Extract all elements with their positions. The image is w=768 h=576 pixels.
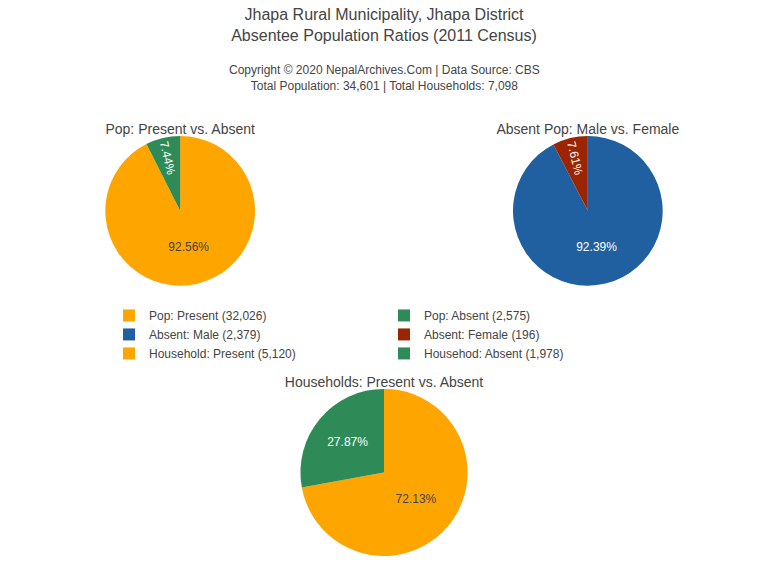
svg-text:Households: Present vs. Absent: Households: Present vs. Absent: [285, 374, 484, 390]
svg-text:92.39%: 92.39%: [576, 240, 617, 254]
svg-text:Household: Present (5,120): Household: Present (5,120): [149, 347, 296, 361]
svg-text:27.87%: 27.87%: [327, 435, 368, 449]
svg-text:92.56%: 92.56%: [168, 240, 209, 254]
svg-text:Absent: Female (196): Absent: Female (196): [424, 328, 539, 342]
svg-text:Absent Pop: Male vs. Female: Absent Pop: Male vs. Female: [496, 121, 679, 137]
svg-text:Copyright © 2020 NepalArchives: Copyright © 2020 NepalArchives.Com | Dat…: [229, 63, 540, 93]
svg-text:7.61%: 7.61%: [564, 140, 586, 177]
svg-text:Househod: Absent (1,978): Househod: Absent (1,978): [424, 347, 563, 361]
svg-text:Pop: Absent (2,575): Pop: Absent (2,575): [424, 309, 530, 323]
svg-text:72.13%: 72.13%: [396, 492, 437, 506]
svg-text:7.44%: 7.44%: [157, 140, 179, 177]
svg-text:Jhapa Rural Municipality, Jhap: Jhapa Rural Municipality, Jhapa District…: [231, 6, 537, 44]
svg-text:Pop: Present vs. Absent: Pop: Present vs. Absent: [105, 121, 255, 137]
svg-text:Pop: Present (32,026): Pop: Present (32,026): [149, 309, 266, 323]
svg-text:Absent: Male (2,379): Absent: Male (2,379): [149, 328, 260, 342]
